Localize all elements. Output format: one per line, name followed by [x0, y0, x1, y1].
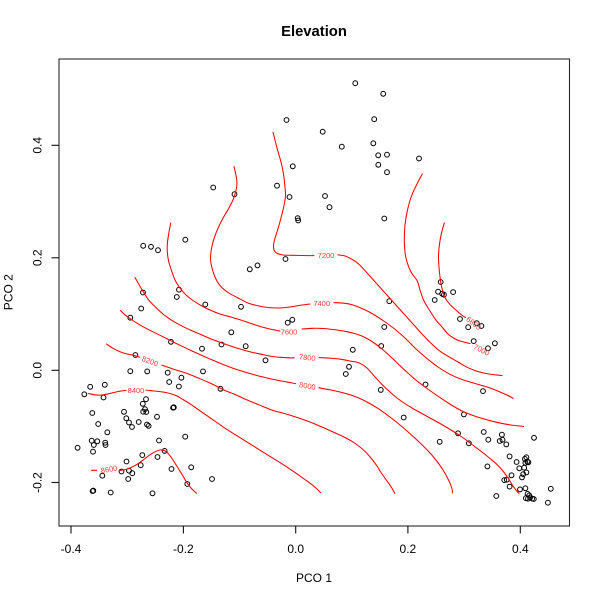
svg-text:0.0: 0.0 [31, 362, 45, 379]
svg-text:8400: 8400 [128, 386, 145, 395]
svg-text:0.4: 0.4 [512, 542, 529, 556]
svg-text:7800: 7800 [299, 352, 317, 363]
svg-text:-0.2: -0.2 [31, 472, 45, 493]
svg-text:7200: 7200 [318, 251, 335, 260]
svg-text:0.4: 0.4 [31, 137, 45, 154]
svg-text:0.2: 0.2 [31, 249, 45, 266]
svg-text:PCO 2: PCO 2 [2, 274, 16, 310]
svg-text:-0.4: -0.4 [61, 542, 82, 556]
svg-text:PCO 1: PCO 1 [296, 571, 332, 585]
svg-text:7400: 7400 [313, 299, 330, 308]
svg-text:Elevation: Elevation [281, 24, 347, 40]
svg-text:8000: 8000 [298, 380, 316, 392]
svg-text:8600: 8600 [100, 464, 118, 476]
svg-text:7600: 7600 [281, 328, 298, 337]
svg-text:0.2: 0.2 [400, 542, 417, 556]
svg-text:0.0: 0.0 [287, 542, 304, 556]
svg-text:-0.2: -0.2 [173, 542, 194, 556]
